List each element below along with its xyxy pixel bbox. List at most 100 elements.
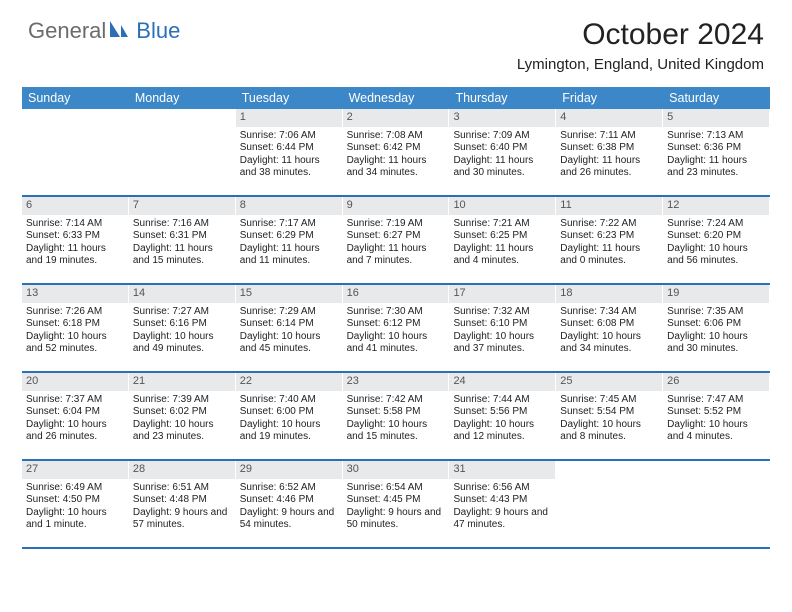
day-header: Friday [556, 87, 663, 109]
sunset-text: Sunset: 6:31 PM [133, 230, 231, 243]
sunrise-text: Sunrise: 7:40 AM [240, 394, 338, 407]
day-cell: 18Sunrise: 7:34 AMSunset: 6:08 PMDayligh… [556, 285, 663, 371]
sunset-text: Sunset: 6:33 PM [26, 230, 124, 243]
sunset-text: Sunset: 6:36 PM [667, 142, 765, 155]
day-cell: 7Sunrise: 7:16 AMSunset: 6:31 PMDaylight… [129, 197, 236, 283]
day-cell: 21Sunrise: 7:39 AMSunset: 6:02 PMDayligh… [129, 373, 236, 459]
daylight-text: Daylight: 11 hours and 38 minutes. [240, 155, 338, 180]
daylight-text: Daylight: 10 hours and 30 minutes. [667, 331, 765, 356]
day-cell: 17Sunrise: 7:32 AMSunset: 6:10 PMDayligh… [449, 285, 556, 371]
sunset-text: Sunset: 6:27 PM [347, 230, 445, 243]
sunrise-text: Sunrise: 7:32 AM [453, 306, 551, 319]
daylight-text: Daylight: 10 hours and 26 minutes. [26, 419, 124, 444]
daylight-text: Daylight: 10 hours and 37 minutes. [453, 331, 551, 356]
sunset-text: Sunset: 6:04 PM [26, 406, 124, 419]
daylight-text: Daylight: 9 hours and 54 minutes. [240, 507, 338, 532]
sunrise-text: Sunrise: 7:06 AM [240, 130, 338, 143]
sunset-text: Sunset: 4:50 PM [26, 494, 124, 507]
day-cell: 13Sunrise: 7:26 AMSunset: 6:18 PMDayligh… [22, 285, 129, 371]
day-number: 9 [343, 197, 449, 215]
title-block: October 2024 Lymington, England, United … [517, 18, 764, 73]
day-number: 8 [236, 197, 342, 215]
sunrise-text: Sunrise: 7:14 AM [26, 218, 124, 231]
sunset-text: Sunset: 5:54 PM [560, 406, 658, 419]
day-number: 15 [236, 285, 342, 303]
day-cell: 30Sunrise: 6:54 AMSunset: 4:45 PMDayligh… [343, 461, 450, 547]
daylight-text: Daylight: 10 hours and 34 minutes. [560, 331, 658, 356]
calendar: SundayMondayTuesdayWednesdayThursdayFrid… [22, 87, 770, 549]
sunrise-text: Sunrise: 7:24 AM [667, 218, 765, 231]
day-number: 21 [129, 373, 235, 391]
week-row: 20Sunrise: 7:37 AMSunset: 6:04 PMDayligh… [22, 373, 770, 461]
daylight-text: Daylight: 11 hours and 4 minutes. [453, 243, 551, 268]
day-cell: 11Sunrise: 7:22 AMSunset: 6:23 PMDayligh… [556, 197, 663, 283]
day-number: 3 [449, 109, 555, 127]
day-cell: 27Sunrise: 6:49 AMSunset: 4:50 PMDayligh… [22, 461, 129, 547]
sunrise-text: Sunrise: 7:27 AM [133, 306, 231, 319]
sunrise-text: Sunrise: 7:08 AM [347, 130, 445, 143]
sunset-text: Sunset: 6:44 PM [240, 142, 338, 155]
day-number: 22 [236, 373, 342, 391]
sunset-text: Sunset: 6:20 PM [667, 230, 765, 243]
day-cell: 12Sunrise: 7:24 AMSunset: 6:20 PMDayligh… [663, 197, 770, 283]
sunrise-text: Sunrise: 7:22 AM [560, 218, 658, 231]
day-cell: . [663, 461, 770, 547]
sunset-text: Sunset: 6:38 PM [560, 142, 658, 155]
sunset-text: Sunset: 6:18 PM [26, 318, 124, 331]
day-cell: 6Sunrise: 7:14 AMSunset: 6:33 PMDaylight… [22, 197, 129, 283]
sunset-text: Sunset: 6:10 PM [453, 318, 551, 331]
daylight-text: Daylight: 11 hours and 30 minutes. [453, 155, 551, 180]
daylight-text: Daylight: 11 hours and 23 minutes. [667, 155, 765, 180]
sunrise-text: Sunrise: 7:37 AM [26, 394, 124, 407]
sunrise-text: Sunrise: 7:30 AM [347, 306, 445, 319]
daylight-text: Daylight: 11 hours and 7 minutes. [347, 243, 445, 268]
day-header-row: SundayMondayTuesdayWednesdayThursdayFrid… [22, 87, 770, 109]
sunset-text: Sunset: 4:45 PM [347, 494, 445, 507]
day-header: Sunday [22, 87, 129, 109]
sunset-text: Sunset: 4:48 PM [133, 494, 231, 507]
sunset-text: Sunset: 6:42 PM [347, 142, 445, 155]
sunrise-text: Sunrise: 7:45 AM [560, 394, 658, 407]
day-cell: 4 Sunrise: 7:11 AMSunset: 6:38 PMDaylight… [556, 109, 663, 195]
day-number: 2 [343, 109, 449, 127]
day-cell: 20Sunrise: 7:37 AMSunset: 6:04 PMDayligh… [22, 373, 129, 459]
day-cell: 1 Sunrise: 7:06 AMSunset: 6:44 PMDaylight… [236, 109, 343, 195]
day-number: 30 [343, 461, 449, 479]
day-number: 6 [22, 197, 128, 215]
day-number: 4 [556, 109, 662, 127]
day-number: 23 [343, 373, 449, 391]
day-number: 26 [663, 373, 769, 391]
day-number: 18 [556, 285, 662, 303]
sunrise-text: Sunrise: 7:11 AM [560, 130, 658, 143]
day-number: 31 [449, 461, 555, 479]
weeks-container: ..1Sunrise: 7:06 AMSunset: 6:44 PMDaylig… [22, 109, 770, 549]
daylight-text: Daylight: 11 hours and 26 minutes. [560, 155, 658, 180]
day-number: 25 [556, 373, 662, 391]
week-row: ..1Sunrise: 7:06 AMSunset: 6:44 PMDaylig… [22, 109, 770, 197]
day-cell: 16Sunrise: 7:30 AMSunset: 6:12 PMDayligh… [343, 285, 450, 371]
daylight-text: Daylight: 11 hours and 0 minutes. [560, 243, 658, 268]
day-cell: 24Sunrise: 7:44 AMSunset: 5:56 PMDayligh… [449, 373, 556, 459]
day-cell: . [22, 109, 129, 195]
sunrise-text: Sunrise: 7:39 AM [133, 394, 231, 407]
day-number: 11 [556, 197, 662, 215]
sunrise-text: Sunrise: 6:51 AM [133, 482, 231, 495]
daylight-text: Daylight: 10 hours and 19 minutes. [240, 419, 338, 444]
day-cell: 23Sunrise: 7:42 AMSunset: 5:58 PMDayligh… [343, 373, 450, 459]
sunset-text: Sunset: 5:58 PM [347, 406, 445, 419]
sunset-text: Sunset: 5:52 PM [667, 406, 765, 419]
daylight-text: Daylight: 10 hours and 15 minutes. [347, 419, 445, 444]
sunset-text: Sunset: 4:46 PM [240, 494, 338, 507]
day-cell: 8Sunrise: 7:17 AMSunset: 6:29 PMDaylight… [236, 197, 343, 283]
day-number: 28 [129, 461, 235, 479]
day-number: 13 [22, 285, 128, 303]
week-row: 27Sunrise: 6:49 AMSunset: 4:50 PMDayligh… [22, 461, 770, 549]
sunset-text: Sunset: 6:06 PM [667, 318, 765, 331]
day-header: Tuesday [236, 87, 343, 109]
sunrise-text: Sunrise: 7:34 AM [560, 306, 658, 319]
day-cell: 31Sunrise: 6:56 AMSunset: 4:43 PMDayligh… [449, 461, 556, 547]
header: General Blue October 2024 Lymington, Eng… [0, 0, 792, 79]
logo-sail-icon [108, 19, 130, 44]
day-number: 1 [236, 109, 342, 127]
sunrise-text: Sunrise: 6:54 AM [347, 482, 445, 495]
